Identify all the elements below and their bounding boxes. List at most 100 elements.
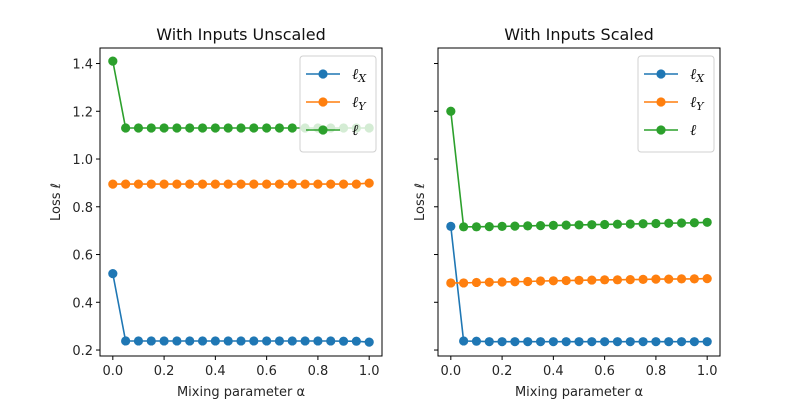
data-point <box>664 337 674 347</box>
data-point <box>146 179 156 189</box>
data-point <box>574 275 584 285</box>
data-point <box>471 277 482 288</box>
y-tick-label: 0.2 <box>72 344 93 359</box>
data-point <box>497 337 507 347</box>
data-point <box>210 123 220 133</box>
data-point <box>638 274 648 284</box>
data-point <box>459 278 469 288</box>
data-point <box>133 123 144 133</box>
y-tick-label: 1.2 <box>72 105 93 120</box>
y-tick-label: 1.0 <box>72 153 93 168</box>
y-tick-label: 0.8 <box>72 201 93 216</box>
data-point <box>587 275 597 285</box>
data-point <box>689 337 699 347</box>
data-point <box>612 275 623 285</box>
legend-label-sub: X <box>357 72 367 85</box>
data-point <box>364 178 374 188</box>
data-point <box>702 337 712 347</box>
data-point <box>236 179 246 189</box>
data-point <box>535 221 546 231</box>
data-point <box>689 218 699 228</box>
legend-marker <box>318 69 328 79</box>
legend-marker <box>318 97 328 107</box>
data-point <box>548 337 558 347</box>
data-point <box>561 337 571 347</box>
data-point <box>287 123 297 133</box>
legend-label-main: ℓ <box>690 65 696 83</box>
data-point <box>446 278 456 288</box>
data-point <box>676 218 687 228</box>
legend-item: ℓY <box>644 93 705 113</box>
data-point <box>651 218 661 229</box>
data-point <box>172 179 182 189</box>
series-ly <box>108 178 374 189</box>
data-point <box>651 274 661 284</box>
data-point <box>625 274 635 285</box>
series-lx <box>446 221 712 347</box>
axes-frame <box>99 47 383 357</box>
data-point <box>351 179 361 189</box>
data-point <box>351 336 361 346</box>
data-point <box>459 222 469 232</box>
data-point <box>326 336 336 346</box>
data-point <box>274 336 285 346</box>
legend-marker <box>656 125 666 135</box>
legend-marker <box>656 97 666 107</box>
data-point <box>561 275 571 286</box>
data-point <box>249 336 259 346</box>
data-point <box>638 219 648 229</box>
legend-label-main: ℓ <box>352 93 358 111</box>
y-axis-label: Loss ℓ <box>49 183 64 221</box>
data-point <box>108 56 118 66</box>
data-point <box>587 220 597 230</box>
data-point <box>287 336 297 346</box>
legend-label: ℓ <box>352 121 358 139</box>
data-point <box>638 337 648 347</box>
data-point <box>702 217 712 227</box>
data-point <box>676 274 687 284</box>
x-tick-label: 0.8 <box>646 364 667 379</box>
data-point <box>446 106 456 116</box>
data-point <box>651 337 661 347</box>
data-point <box>326 179 336 189</box>
data-point <box>197 179 208 189</box>
data-point <box>471 336 482 346</box>
data-point <box>338 336 349 346</box>
data-point <box>210 179 220 189</box>
data-point <box>600 337 610 347</box>
data-point <box>159 336 169 346</box>
x-tick-label: 0.8 <box>308 364 329 379</box>
data-point <box>185 336 195 346</box>
data-point <box>287 179 297 189</box>
legend-label-main: ℓ <box>690 121 696 139</box>
data-point <box>612 219 623 229</box>
data-point <box>313 336 323 346</box>
data-point <box>600 219 610 230</box>
series-line <box>112 273 370 343</box>
x-tick-label: 1.0 <box>359 364 380 379</box>
data-point <box>223 336 233 346</box>
legend-label-main: ℓ <box>352 121 358 139</box>
data-point <box>274 179 285 189</box>
legend-label-main: ℓ <box>352 65 358 83</box>
data-point <box>446 221 456 231</box>
legend-marker <box>318 125 328 135</box>
data-point <box>484 221 494 232</box>
x-tick-label: 0.4 <box>543 364 564 379</box>
y-tick-label: 0.6 <box>72 249 93 264</box>
data-point <box>197 336 208 346</box>
data-point <box>510 221 520 231</box>
data-point <box>510 337 520 347</box>
data-point <box>300 179 310 189</box>
data-point <box>689 274 699 284</box>
data-point <box>249 179 259 189</box>
data-point <box>535 337 546 347</box>
data-point <box>535 276 546 286</box>
data-point <box>664 218 674 228</box>
legend-label: ℓX <box>352 65 367 85</box>
